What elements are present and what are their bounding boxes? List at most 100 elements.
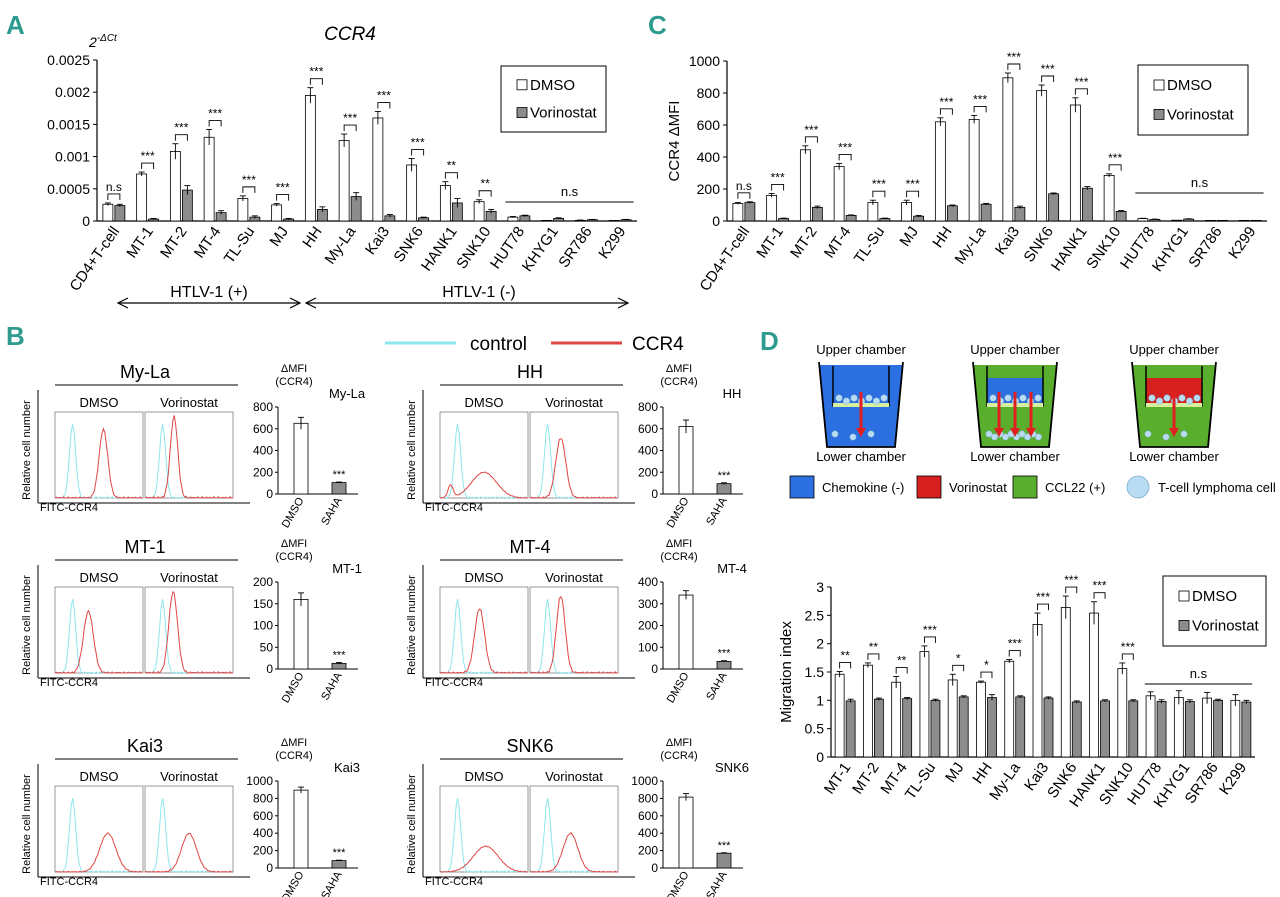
vorinostat-bar xyxy=(1071,701,1082,758)
mfi-label-ccr4: (CCR4) xyxy=(275,376,312,388)
significance-label: *** xyxy=(923,623,937,637)
significance-bracket xyxy=(973,105,987,113)
bar-y-tick-label: 800 xyxy=(253,791,273,805)
bar-y-tick-label: 0 xyxy=(651,662,658,676)
flow-block-kai3: Kai3 Relative cell number FITC-CCR4 DMSO Vor… xyxy=(21,736,360,897)
x-tick-label: My-La xyxy=(986,759,1024,803)
significance-label: *** xyxy=(333,649,347,661)
x-tick-label: HANK1 xyxy=(1048,224,1091,275)
migration-arrow-head xyxy=(994,428,1004,437)
significance-bracket xyxy=(839,661,852,669)
significance-bracket xyxy=(872,190,886,198)
lymphoma-cell xyxy=(1193,394,1201,402)
bar-y-tick-label: 400 xyxy=(253,826,273,840)
vorinostat-label: Vorinostat xyxy=(160,769,218,784)
outer-well xyxy=(1131,361,1217,448)
bar-y-tick-label: 300 xyxy=(638,597,658,611)
significance-bracket xyxy=(208,120,222,127)
dmso-bar xyxy=(833,166,845,222)
significance-bracket xyxy=(1065,586,1078,594)
dmso-bar xyxy=(678,796,694,869)
dmso-bar xyxy=(1202,697,1212,758)
significance-bracket xyxy=(343,124,357,132)
significance-label: *** xyxy=(906,177,920,191)
x-tick-label: SR786 xyxy=(555,224,595,271)
transwell-1: Upper chamber Lower chamber xyxy=(816,342,906,464)
ccr4-histogram xyxy=(54,832,143,873)
significance-label: *** xyxy=(1041,62,1055,76)
lymphoma-cell xyxy=(1178,394,1186,402)
x-tick-label: Kai3 xyxy=(362,224,393,258)
significance-bracket xyxy=(867,653,880,660)
saha-bar xyxy=(331,860,347,869)
dmso-bar xyxy=(1145,695,1156,758)
vorinostat-bar xyxy=(946,205,958,222)
x-tick-label: MT-1 xyxy=(821,760,855,798)
x-tick-label: HH xyxy=(969,760,995,788)
significance-label: *** xyxy=(377,89,391,103)
panel-labels: A B C D xyxy=(6,10,779,356)
mfi-label-ccr4: (CCR4) xyxy=(275,750,312,762)
legend-swatch xyxy=(1012,475,1038,499)
dmso-bar xyxy=(237,198,249,222)
ccr4-histogram xyxy=(54,609,143,674)
bar-y-tick-label: 800 xyxy=(638,400,658,414)
y-tick-label: 0.001 xyxy=(55,149,90,165)
ccr4-histogram xyxy=(439,471,528,499)
bar-y-tick-label: 200 xyxy=(253,465,273,479)
flow-block-hh: HH Relative cell number FITC-CCR4 DMSO Vorin… xyxy=(406,362,743,530)
vorinostat-label: Vorinostat xyxy=(545,769,603,784)
saha-bar xyxy=(716,483,732,495)
ns-group-label: n.s xyxy=(1191,175,1209,190)
lower-chamber-label: Lower chamber xyxy=(816,449,906,464)
histogram-frame xyxy=(439,411,529,499)
bar-y-tick-label: 400 xyxy=(638,826,658,840)
y-tick-label: 0.002 xyxy=(55,84,90,100)
arrow-head-left xyxy=(116,297,129,309)
significance-label: *** xyxy=(718,648,732,660)
dmso-bar xyxy=(968,119,980,222)
vorinostat-label: Vorinostat xyxy=(160,395,218,410)
control-histogram xyxy=(54,798,143,873)
bar-y-tick-label: 600 xyxy=(638,422,658,436)
lymphoma-cell xyxy=(880,394,888,402)
upper-chamber-label: Upper chamber xyxy=(970,342,1060,357)
significance-bracket xyxy=(276,194,290,201)
ns-group-label: n.s xyxy=(561,184,579,199)
panel-d-diagram: Upper chamber Lower chamber Upper chamber L… xyxy=(789,342,1276,499)
y-tick-label: 1 xyxy=(816,692,824,708)
dmso-label: DMSO xyxy=(465,769,504,784)
significance-bracket xyxy=(1041,75,1055,82)
bar-y-tick-label: 1000 xyxy=(246,774,273,788)
x-tick-label: TL-Su xyxy=(221,224,258,267)
bar-y-tick-label: 200 xyxy=(638,844,658,858)
legend-label-dmso: DMSO xyxy=(1167,77,1212,94)
bar-y-tick-label: 800 xyxy=(638,791,658,805)
x-tick-label: SNK10 xyxy=(453,224,494,273)
ccr4-histogram xyxy=(439,608,528,674)
bar-y-tick-label: 0 xyxy=(266,662,273,676)
dmso-bar xyxy=(1117,668,1128,758)
panel-label-b: B xyxy=(6,321,25,351)
x-tick-label: MT-1 xyxy=(753,224,787,262)
y-tick-label: 200 xyxy=(697,181,721,197)
dmso-bar xyxy=(976,681,986,758)
dmso-label: DMSO xyxy=(465,395,504,410)
significance-label: ** xyxy=(840,648,850,662)
dmso-bar-label: DMSO xyxy=(280,869,307,897)
dmso-bar xyxy=(867,202,879,222)
vorinostat-bar xyxy=(811,206,823,222)
bar-chart-title: MT-1 xyxy=(332,561,362,576)
migrated-cell xyxy=(1144,430,1152,438)
vorinostat-bar xyxy=(1048,193,1060,222)
migrated-cell xyxy=(1024,433,1031,441)
vorinostat-bar xyxy=(519,215,531,222)
significance-bracket xyxy=(952,664,965,672)
migration-arrow-head xyxy=(856,428,866,437)
dmso-bar xyxy=(406,164,418,222)
legend-swatch xyxy=(916,475,942,499)
flow-block-mt-4: MT-4 Relative cell number FITC-CCR4 DMSO Vor… xyxy=(406,537,747,705)
legend-box xyxy=(1137,64,1249,136)
significance-label: ** xyxy=(480,177,490,191)
